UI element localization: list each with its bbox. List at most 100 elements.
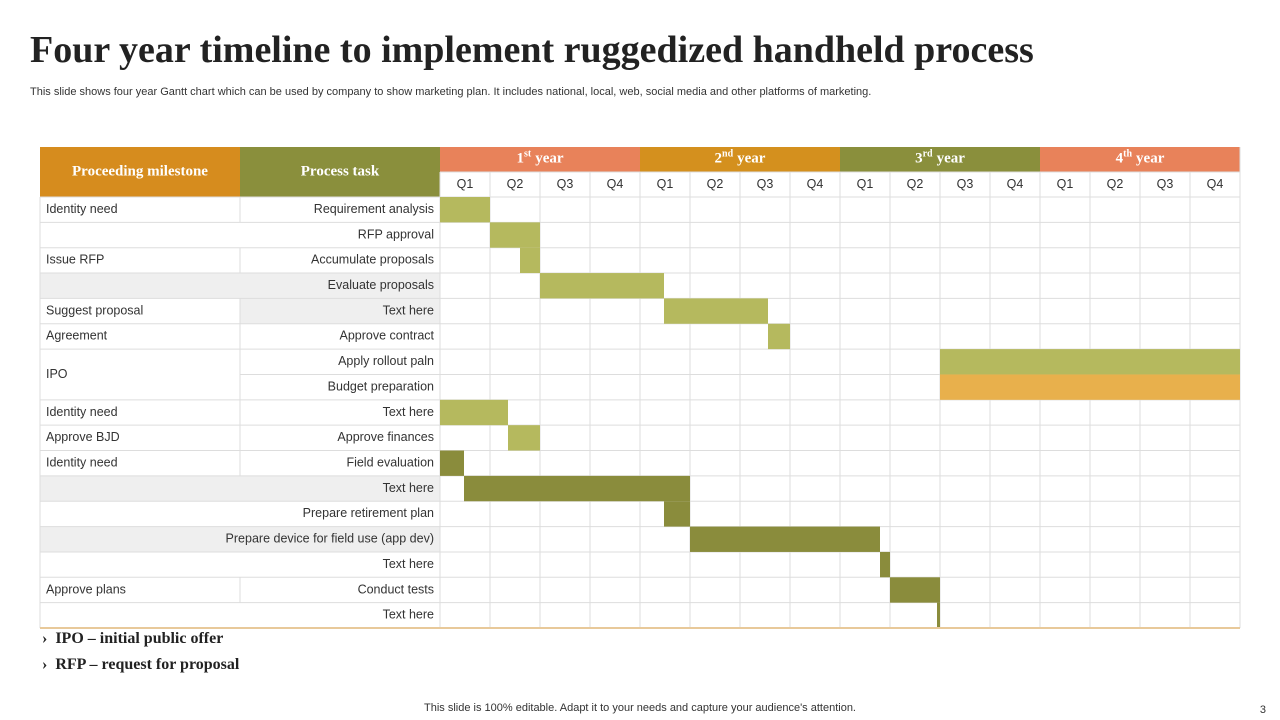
milestone: Issue RFP (46, 253, 104, 267)
gantt-bar (880, 551, 890, 578)
milestone: IPO (46, 367, 68, 381)
year-sup: nd (722, 149, 734, 160)
note-text: request for proposal (101, 656, 240, 673)
gantt-bar (937, 602, 940, 628)
footer: This slide is 100% editable. Adapt it to… (424, 702, 856, 714)
row-shade (40, 273, 440, 299)
year-label: 1st year (516, 149, 563, 167)
task: Text here (383, 405, 434, 419)
year-num: 1 (516, 151, 524, 167)
year-text: year (737, 151, 766, 167)
note-text: initial public offer (99, 630, 224, 647)
quarter-label: Q3 (1157, 177, 1174, 191)
task: Prepare retirement plan (303, 506, 434, 520)
note: › RFP – request for proposal (42, 656, 240, 673)
gantt-bar (490, 222, 540, 248)
quarter-label: Q1 (657, 177, 674, 191)
quarter-label: Q3 (757, 177, 774, 191)
note-term: RFP (55, 656, 86, 673)
quarter-label: Q2 (707, 177, 724, 191)
task: Apply rollout paln (338, 354, 434, 368)
year-text: year (1136, 151, 1165, 167)
gantt-bar (768, 323, 790, 350)
milestone: Agreement (46, 329, 108, 343)
gantt-bar (664, 298, 768, 324)
page-number: 3 (1259, 704, 1266, 716)
quarter-label: Q2 (907, 177, 924, 191)
quarter-label: Q4 (1207, 177, 1224, 191)
note-term: IPO (55, 630, 84, 647)
year-num: 2 (715, 151, 723, 167)
subtitle: This slide shows four year Gantt chart w… (30, 86, 872, 98)
quarter-label: Q1 (857, 177, 874, 191)
gantt-bar (440, 399, 508, 426)
year-cell (440, 147, 640, 172)
year-sup: th (1123, 149, 1132, 160)
task: Approve contract (340, 329, 435, 343)
task: Prepare device for field use (app dev) (226, 532, 434, 546)
quarter-label: Q1 (1057, 177, 1074, 191)
year-cell (640, 147, 840, 172)
quarter-label: Q2 (507, 177, 524, 191)
quarter-label: Q4 (607, 177, 624, 191)
year-num: 3 (915, 151, 923, 167)
task: Text here (383, 608, 434, 622)
notes: › IPO – initial public offer › RFP – req… (42, 630, 239, 682)
year-text: year (937, 151, 966, 167)
title: Four year timeline to implement ruggediz… (30, 29, 1034, 71)
year-cell (840, 147, 1040, 172)
milestone: Approve BJD (46, 430, 120, 444)
gantt-bar (890, 577, 940, 603)
quarter-label: Q3 (557, 177, 574, 191)
gantt-bar (520, 247, 540, 274)
gantt-bar (440, 197, 490, 223)
year-text: year (535, 151, 564, 167)
year-sup: st (524, 149, 532, 160)
milestone: Identity need (46, 456, 118, 470)
gantt-bar (508, 425, 540, 451)
task: Accumulate proposals (311, 253, 434, 267)
task: Text here (383, 557, 434, 571)
year-cell (1040, 147, 1240, 172)
gantt-bar (690, 526, 880, 552)
task: Conduct tests (358, 582, 434, 596)
task: Requirement analysis (314, 202, 434, 216)
task: Text here (383, 303, 434, 317)
header-cell (240, 147, 440, 197)
task: Budget preparation (328, 379, 434, 393)
year-num: 4 (1116, 151, 1124, 167)
milestone: Identity need (46, 405, 118, 419)
gantt-bar (540, 273, 664, 299)
header-cell (40, 147, 240, 197)
task: Field evaluation (346, 456, 434, 470)
note: › IPO – initial public offer (42, 630, 224, 647)
milestone: Approve plans (46, 582, 126, 596)
quarter-label: Q4 (807, 177, 824, 191)
quarter-label: Q2 (1107, 177, 1124, 191)
column-header: Proceeding milestone (72, 163, 208, 179)
year-label: 4th year (1116, 149, 1165, 167)
gantt-bar (440, 450, 464, 476)
gantt-bar (940, 374, 1240, 400)
row-shade (40, 526, 440, 552)
quarter-label: Q4 (1007, 177, 1024, 191)
quarter-label: Q3 (957, 177, 974, 191)
year-sup: rd (923, 149, 933, 160)
task: Text here (383, 481, 434, 495)
gantt-bar (940, 349, 1240, 375)
quarter-label: Q1 (457, 177, 474, 191)
column-header: Process task (301, 163, 380, 179)
year-label: 3rd year (915, 149, 965, 167)
milestone: Suggest proposal (46, 303, 143, 317)
row-shade (240, 298, 440, 324)
gantt-bar (664, 501, 690, 527)
task: Approve finances (337, 430, 434, 444)
task: RFP approval (358, 227, 434, 241)
milestone: Identity need (46, 202, 118, 216)
row-shade (40, 475, 440, 502)
gantt-bar (464, 475, 690, 502)
year-label: 2nd year (715, 149, 766, 167)
task: Evaluate proposals (328, 278, 434, 292)
